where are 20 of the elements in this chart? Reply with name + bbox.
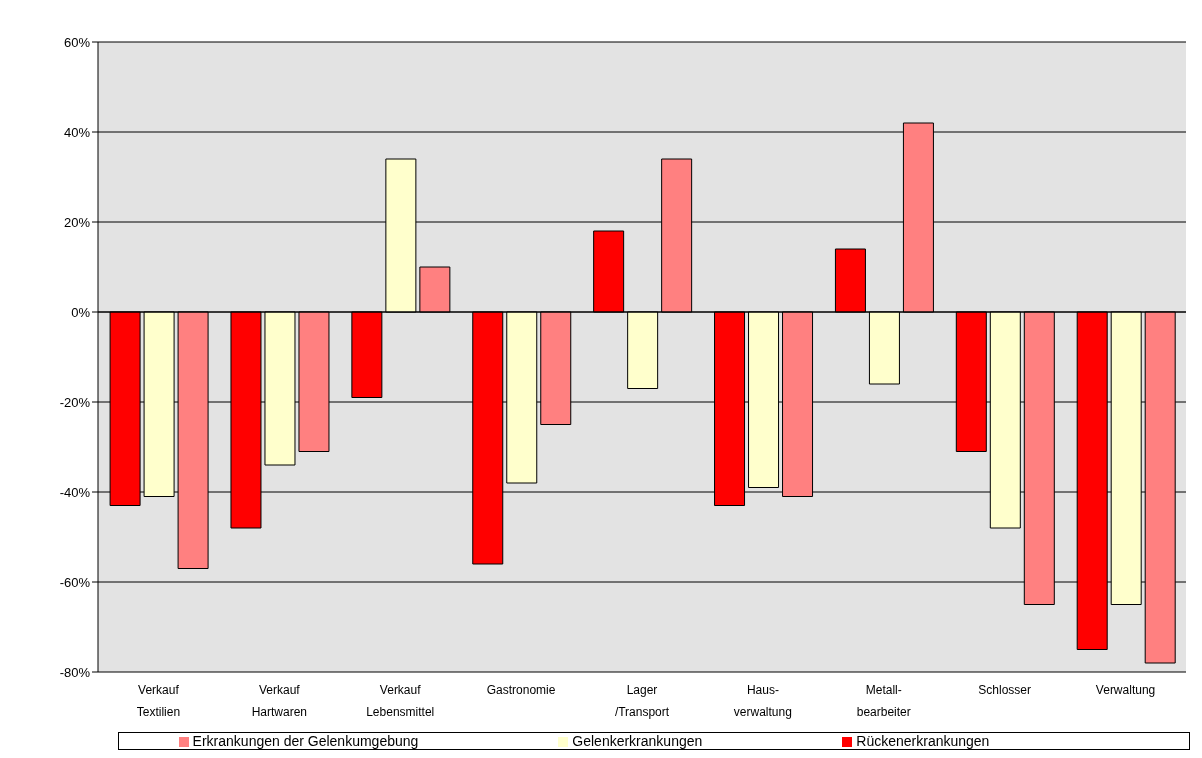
y-tick-label: 60%	[63, 34, 91, 50]
y-tick-label: -80%	[59, 664, 91, 680]
y-tick-label: -20%	[59, 394, 91, 410]
y-tick-label: -60%	[59, 574, 91, 590]
x-tick-label: Gastronomie	[486, 683, 556, 697]
x-tick-label: Lager /Transport	[614, 683, 670, 719]
y-tick-label: 40%	[63, 124, 91, 140]
x-tick-label: Verkauf Hartwaren	[251, 683, 308, 719]
x-tick-label: Schlosser	[978, 683, 1032, 697]
y-tick-label: -40%	[59, 484, 91, 500]
x-tick-label: Verkauf Lebensmittel	[366, 683, 435, 719]
x-tick-label: Verwaltung	[1095, 683, 1156, 697]
legend-label: Erkrankungen der Gelenkumgebung	[192, 733, 419, 749]
legend-label: Rückenerkrankungen	[856, 733, 990, 749]
y-tick-label: 0%	[71, 304, 91, 320]
x-tick-label: Verkauf Textilien	[136, 683, 181, 719]
x-tick-label: Haus- verwaltung	[733, 683, 792, 719]
legend-label: Gelenkerkrankungen	[572, 733, 703, 749]
x-tick-label: Metall- bearbeiter	[856, 683, 911, 719]
y-tick-label: 20%	[63, 214, 91, 230]
